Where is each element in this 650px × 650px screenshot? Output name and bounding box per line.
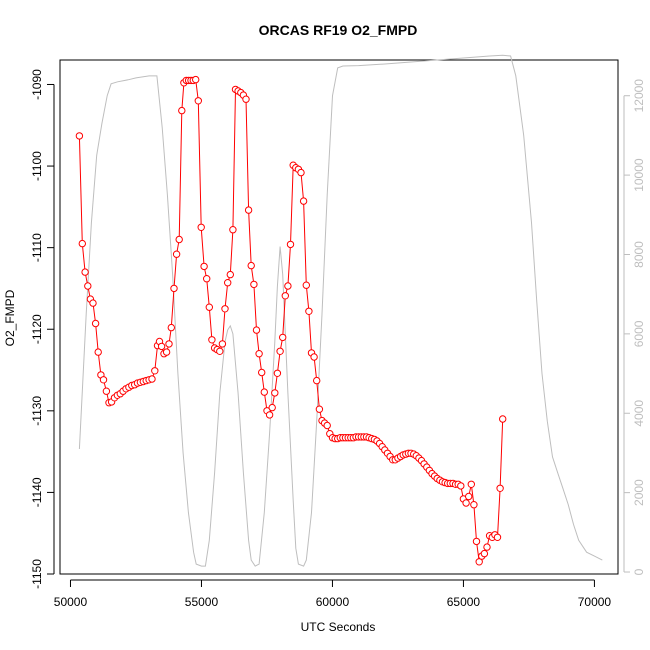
- o2-point: [75, 132, 84, 140]
- x-tick-label: 60000: [316, 595, 350, 609]
- o2-point: [151, 367, 159, 375]
- o2-series: [75, 75, 507, 566]
- o2-point: [297, 168, 305, 177]
- o2-point: [299, 197, 308, 205]
- o2-point: [205, 303, 214, 311]
- o2-point: [162, 348, 171, 356]
- o2-point: [260, 388, 268, 396]
- y-tick-label: -1140: [30, 477, 44, 507]
- o2-point: [197, 223, 205, 232]
- o2-point: [244, 206, 253, 214]
- x-tick-label: 55000: [185, 595, 219, 609]
- o2-point: [467, 480, 475, 488]
- o2-point: [226, 270, 235, 279]
- right-y-tick-label: 0: [632, 568, 646, 575]
- o2-point: [148, 375, 156, 383]
- o2-point: [493, 533, 502, 541]
- o2-point: [242, 95, 250, 103]
- o2-point: [203, 275, 211, 283]
- o2-point: [102, 387, 111, 395]
- y-tick-label: -1150: [30, 559, 44, 589]
- o2-point: [286, 240, 295, 249]
- o2-point: [273, 369, 282, 377]
- o2-point: [84, 282, 92, 290]
- o2-point: [265, 411, 274, 419]
- y-tick-label: -1110: [30, 233, 44, 262]
- o2-point: [315, 405, 324, 413]
- o2-point: [457, 482, 465, 490]
- x-axis: 50000 55000 60000 65000 70000: [54, 579, 612, 609]
- o2-point: [281, 292, 289, 300]
- o2-point: [465, 492, 473, 501]
- right-y-axis: 0 2000 4000 6000 8000 10000 12000: [623, 79, 646, 575]
- right-y-tick-label: 4000: [632, 400, 646, 427]
- o2-point: [170, 284, 178, 293]
- o2-point: [480, 549, 489, 558]
- o2-point: [89, 299, 97, 307]
- o2-point: [284, 282, 292, 290]
- o2-point: [221, 305, 229, 313]
- o2-point: [323, 421, 331, 430]
- o2-point: [470, 501, 478, 509]
- o2-point: [496, 484, 504, 492]
- o2-point: [216, 347, 224, 355]
- o2-point: [252, 326, 261, 334]
- y-tick-label: -1090: [30, 69, 44, 100]
- o2-point: [302, 281, 310, 289]
- chart-title: ORCAS RF19 O2_FMPD: [259, 22, 418, 38]
- o2-point: [192, 75, 200, 84]
- o2-point: [279, 333, 287, 342]
- o2-point: [310, 353, 318, 361]
- o2-point: [194, 97, 203, 105]
- o2-point: [167, 323, 176, 332]
- right-y-tick-label: 6000: [632, 320, 646, 347]
- x-tick-label: 70000: [578, 595, 612, 609]
- y-axis: -1150 -1140 -1130 -1120 -1110 -1100 -1090: [30, 69, 55, 589]
- y-axis-label: O2_FMPD: [3, 289, 17, 346]
- right-y-tick-label: 10000: [632, 158, 646, 192]
- o2-point: [224, 279, 232, 287]
- o2-point: [313, 376, 321, 385]
- altitude-series: [78, 54, 603, 567]
- x-tick-label: 50000: [54, 595, 88, 609]
- o2-point: [229, 226, 237, 234]
- y-tick-label: -1130: [30, 396, 44, 426]
- y-tick-label: -1100: [30, 151, 44, 181]
- o2-point: [483, 543, 491, 551]
- o2-point: [268, 403, 276, 412]
- y-tick-label: -1120: [30, 314, 44, 344]
- right-y-tick-label: 8000: [632, 241, 646, 268]
- o2-point: [178, 106, 186, 115]
- x-tick-label: 65000: [447, 595, 481, 609]
- o2-point: [271, 389, 279, 397]
- o2-point: [99, 376, 108, 384]
- o2-line: [78, 78, 504, 564]
- o2-point: [208, 336, 216, 344]
- o2-point: [165, 340, 173, 348]
- o2-point: [462, 499, 470, 507]
- o2-point: [255, 350, 263, 358]
- o2-point: [472, 537, 481, 546]
- o2-point: [157, 342, 166, 351]
- o2-point: [305, 307, 313, 315]
- o2-point: [499, 415, 507, 423]
- o2-point: [91, 319, 100, 328]
- right-y-tick-label: 2000: [632, 479, 646, 506]
- o2-point: [172, 250, 181, 258]
- o2-point: [81, 268, 89, 276]
- o2-point: [94, 348, 102, 356]
- o2-point: [276, 347, 284, 355]
- plot-frame: [59, 59, 619, 575]
- o2-point: [175, 235, 183, 244]
- o2-point: [218, 340, 227, 348]
- o2-point: [250, 280, 258, 289]
- o2-point: [247, 261, 255, 270]
- o2-point: [200, 262, 208, 271]
- x-axis-label: UTC Seconds: [301, 620, 376, 634]
- right-y-tick-label: 12000: [632, 79, 646, 113]
- o2-point: [258, 368, 266, 377]
- altitude-line: [78, 54, 603, 567]
- o2-point: [78, 239, 87, 248]
